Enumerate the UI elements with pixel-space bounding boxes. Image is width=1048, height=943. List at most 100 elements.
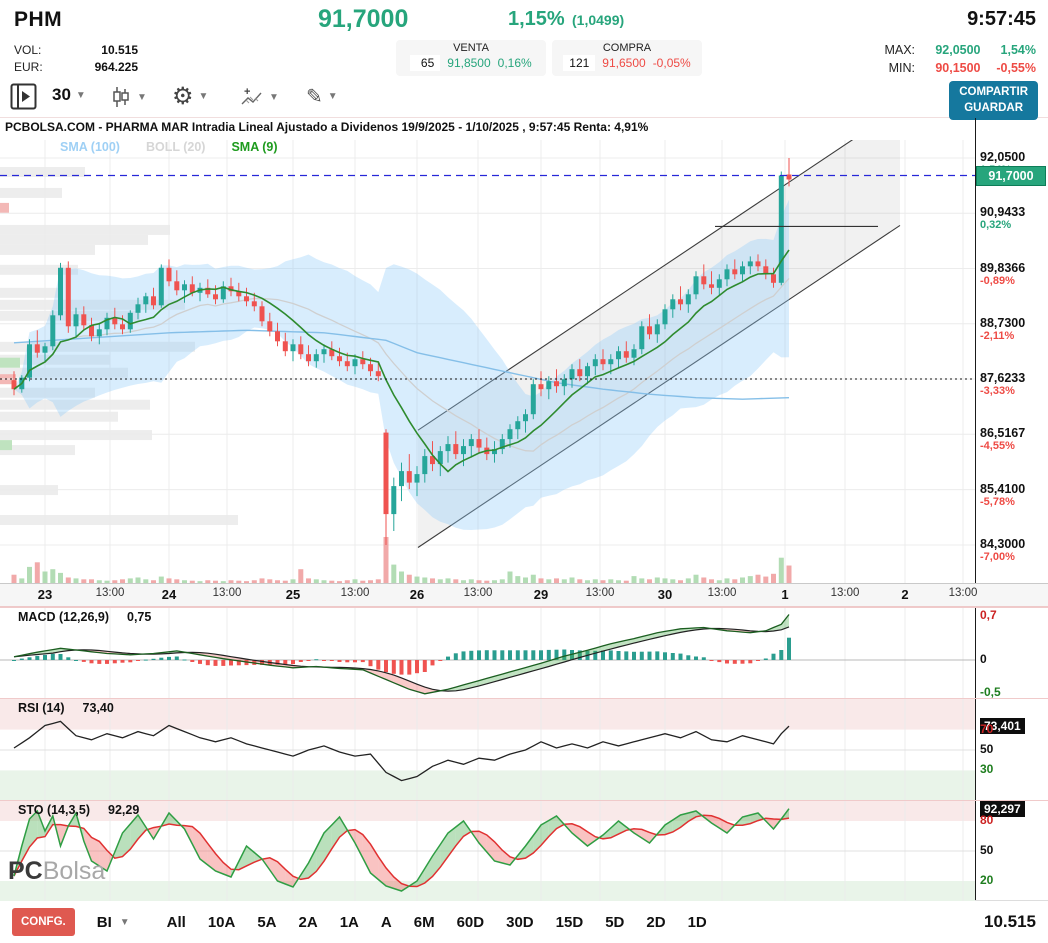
- main-chart-canvas[interactable]: [0, 140, 975, 583]
- time-axis-label: 25: [285, 587, 301, 602]
- chart-toolbar: 30 ▼ ▼ ⚙ ▼ + ▼ ✎ ▼ COMPARTIR GUARDAR: [0, 78, 1048, 121]
- bid-pct: -0,05%: [652, 56, 691, 70]
- time-axis-label: 23: [37, 587, 53, 602]
- panel-toggle-button[interactable]: [10, 83, 37, 110]
- eur-label: EUR:: [14, 60, 43, 74]
- range-button-a[interactable]: A: [380, 913, 392, 931]
- time-axis-label: 13:00: [948, 587, 978, 599]
- sto-axis: 92,297 80 50 20: [975, 801, 1048, 900]
- indicator-axis-label: 0: [980, 652, 987, 666]
- rsi-canvas[interactable]: [0, 699, 975, 801]
- time-axis-label: 26: [409, 587, 425, 602]
- indicator-axis-label: 73,401: [980, 718, 1025, 735]
- indicator-axis-label: 50: [980, 742, 994, 756]
- indicator-axis-label: 92,297: [980, 801, 1025, 817]
- draw-tools-button[interactable]: ✎ ▼: [306, 84, 338, 109]
- price-header: PHM 91,7000 1,15% (1,0499) 9:57:45: [0, 0, 1048, 40]
- pcbolsa-watermark: PCBolsa: [8, 857, 106, 885]
- time-axis-label: 13:00: [830, 587, 860, 599]
- bid-price: 91,6500: [602, 56, 646, 70]
- range-button-2a[interactable]: 2A: [298, 913, 318, 931]
- settings-button[interactable]: ⚙ ▼: [172, 82, 208, 111]
- indicators-button[interactable]: + ▼: [240, 86, 279, 108]
- pencil-icon: ✎: [306, 86, 323, 108]
- indicator-axis-label: 0,7: [980, 608, 997, 622]
- symbol: PHM: [14, 8, 63, 31]
- price-axis[interactable]: 92,05001,54%91,700090,94330,32%89,8366-0…: [975, 118, 1048, 607]
- macd-value: 0,75: [127, 610, 152, 624]
- rsi-label: RSI (14): [18, 701, 65, 715]
- time-axis-label: 13:00: [340, 587, 370, 599]
- time-axis-label: 1: [781, 587, 789, 602]
- macd-canvas[interactable]: [0, 608, 975, 699]
- market-value: BI: [96, 913, 112, 931]
- chevron-down-icon: ▼: [327, 91, 338, 102]
- indicator-axis-label: 20: [980, 873, 994, 887]
- range-buttons: All 10A 5A 2A 1A A 6M 60D 30D 15D 5D 2D 1D: [156, 914, 718, 931]
- range-button-2d[interactable]: 2D: [646, 913, 666, 931]
- gear-icon: ⚙: [172, 83, 194, 110]
- save-label: GUARDAR: [964, 101, 1023, 114]
- timeframe-select[interactable]: 30 ▼: [52, 85, 86, 105]
- config-button[interactable]: CONFG.: [12, 908, 75, 936]
- time-axis-label: 13:00: [212, 587, 242, 599]
- macd-panel: MACD (12,26,9) 0,75 0,7 0 -0,5: [0, 607, 1048, 699]
- eur-value: 964.225: [94, 60, 138, 74]
- main-chart-section: PCBOLSA.COM - PHARMA MAR Intradia Lineal…: [0, 118, 1048, 607]
- range-button-30d[interactable]: 30D: [506, 913, 534, 931]
- price-axis-label: 85,4100 -5,78%: [980, 481, 1026, 508]
- chevron-down-icon: ▼: [137, 91, 147, 103]
- price-axis-label: 90,9433 0,32%: [980, 205, 1026, 232]
- vol-value: 10.515: [101, 43, 138, 57]
- add-indicator-icon: +: [241, 86, 262, 105]
- chevron-down-icon: ▼: [269, 91, 279, 103]
- range-button-60d[interactable]: 60D: [456, 913, 485, 931]
- ask-qty: 65: [410, 55, 441, 71]
- time-axis-label: 29: [533, 587, 549, 602]
- range-button-1a[interactable]: 1A: [339, 913, 359, 931]
- rsi-axis: 73,401 70 50 30: [975, 699, 1048, 800]
- max-min-stats: MAX: 92,0500 1,54% MIN: 90,1500 -0,55%: [884, 41, 1036, 77]
- session-time: 9:57:45: [967, 8, 1036, 30]
- range-button-5a[interactable]: 5A: [257, 913, 277, 931]
- range-button-15d[interactable]: 15D: [555, 913, 584, 931]
- indicator-axis-label: 70: [980, 721, 994, 736]
- max-pct: 1,54%: [1000, 43, 1036, 57]
- time-axis-label: 24: [161, 587, 177, 602]
- indicator-axis-label: 30: [980, 762, 994, 777]
- price-axis-label: 86,5167 -4,55%: [980, 426, 1026, 453]
- time-axis-label: 13:00: [585, 587, 615, 599]
- volume-stats: VOL: 10.515 EUR: 964.225: [14, 42, 138, 76]
- bid-qty: 121: [563, 55, 596, 71]
- rsi-value: 73,40: [82, 701, 114, 715]
- ask-pct: 0,16%: [497, 56, 532, 70]
- min-label: MIN:: [888, 61, 916, 75]
- bid-box: COMPRA 121 91,6500 -0,05%: [552, 40, 702, 76]
- time-axis[interactable]: 23 13:00 24 13:00 25 13:00 26 13:00 29 13:00 30 13:…: [0, 583, 1048, 607]
- chevron-down-icon: ▼: [198, 91, 209, 102]
- min-price: 90,1500: [935, 61, 981, 75]
- price-axis-label: 89,8366 -0,89%: [980, 260, 1026, 287]
- range-button-all[interactable]: All: [166, 913, 186, 931]
- range-button-1d[interactable]: 1D: [687, 913, 707, 931]
- share-save-button[interactable]: COMPARTIR GUARDAR: [949, 81, 1038, 121]
- bid-label: COMPRA: [602, 42, 652, 54]
- range-button-6m[interactable]: 6M: [413, 913, 435, 931]
- current-price-label: 91,7000: [976, 165, 1046, 186]
- range-button-10a[interactable]: 10A: [207, 913, 236, 931]
- rsi-panel: RSI (14) 73,40 73,401 70 50 30: [0, 698, 1048, 801]
- chart-type-select[interactable]: ▼: [110, 86, 147, 108]
- sto-label: STO (14,3,5): [18, 803, 91, 817]
- sto-canvas[interactable]: [0, 801, 975, 901]
- market-select[interactable]: BI ▼: [97, 914, 130, 931]
- ask-price: 91,8500: [447, 56, 491, 70]
- time-axis-label: 13:00: [707, 587, 737, 599]
- time-axis-label: 13:00: [463, 587, 493, 599]
- price-axis-label: 84,3000 -7,00%: [980, 537, 1026, 564]
- range-button-5d[interactable]: 5D: [605, 913, 625, 931]
- indicator-axis-label: 50: [980, 843, 994, 857]
- min-pct: -0,55%: [996, 61, 1036, 75]
- change-percent: 1,15%: [508, 8, 565, 30]
- chart-title: PCBOLSA.COM - PHARMA MAR Intradia Lineal…: [5, 120, 649, 134]
